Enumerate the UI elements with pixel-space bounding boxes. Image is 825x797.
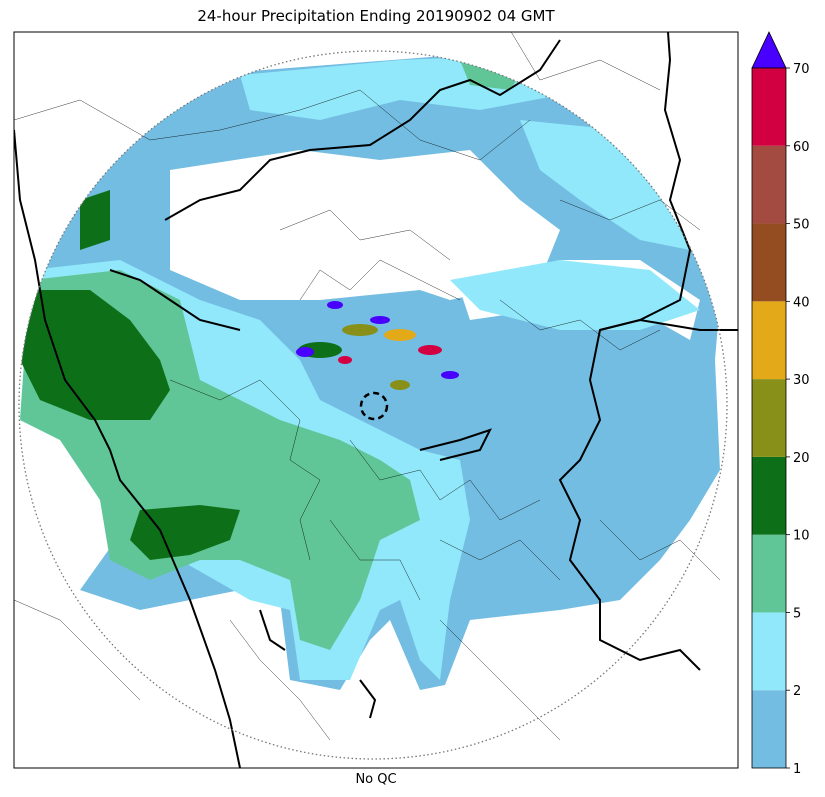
footer-label: No QC: [355, 772, 397, 787]
colorbar-tick-label: 20: [793, 451, 810, 466]
district-boundaries: [14, 32, 721, 741]
colorbar-segment: [752, 68, 786, 146]
colorbar-border: [751, 67, 787, 769]
colorbar-tick-label: 10: [793, 529, 810, 544]
radar-site-marker: [359, 391, 389, 421]
colorbar-tick-label: 40: [793, 295, 810, 310]
colorbar-segment: [752, 301, 786, 380]
convective-cells: [296, 301, 459, 390]
colorbar-segment: [752, 145, 786, 224]
colorbar-tick-label: 2: [793, 684, 801, 699]
radar-range-ring: [18, 50, 728, 760]
colorbar-segment: [752, 223, 786, 302]
colorbar-tick-label: 1: [793, 762, 801, 777]
colorbar-segment: [752, 690, 786, 768]
colorbar-tick-label: 50: [793, 218, 810, 233]
colorbar-segment: [752, 379, 786, 457]
map-frame: [13, 31, 739, 769]
colorbar-tick-label: 30: [793, 373, 810, 388]
colorbar-tick-label: 5: [793, 606, 801, 621]
colorbar: 1 2 5 10 20 30 40 50 60 70: [751, 31, 810, 777]
map-title: 24-hour Precipitation Ending 20190902 04…: [197, 7, 555, 25]
colorbar-tick-label: 70: [793, 62, 810, 77]
colorbar-segment: [752, 456, 786, 535]
colorbar-segment: [752, 534, 786, 613]
precipitation-field: [20, 51, 720, 690]
state-boundaries: [14, 32, 738, 768]
colorbar-extend-arrow: [751, 31, 787, 69]
colorbar-segment: [752, 612, 786, 691]
colorbar-tick-label: 60: [793, 140, 810, 155]
